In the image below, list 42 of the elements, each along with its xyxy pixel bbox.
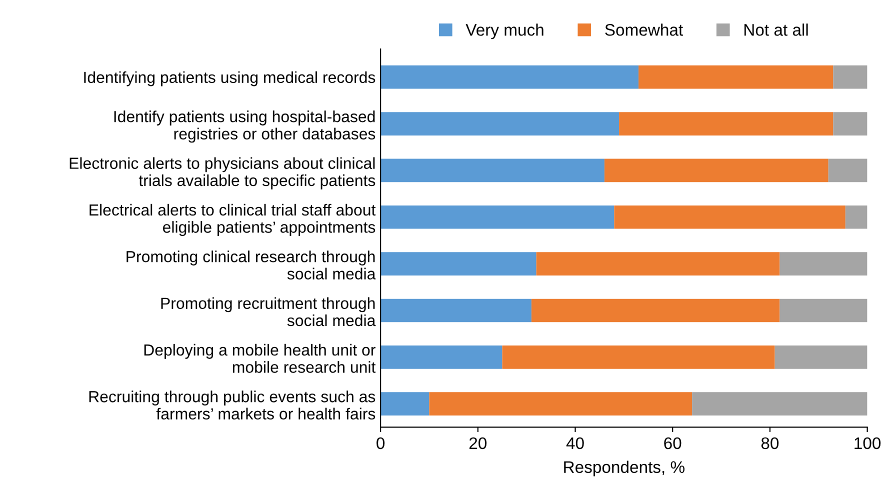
bar [780, 252, 868, 276]
bar [380, 345, 502, 369]
bar [614, 205, 846, 229]
x-tick-label: 0 [376, 437, 385, 450]
bar [828, 158, 868, 182]
x-tick-label: 100 [854, 437, 881, 450]
bar [380, 158, 604, 182]
y-tick-label: Electronic alerts to physicians about clinical trials available to specific patients [70, 157, 376, 190]
y-tick-label: Deploying a mobile health unit or mobile research unit [144, 344, 376, 373]
bar [780, 298, 868, 322]
y-tick-label: Identify patients using hospital-based registries or other databases [114, 110, 376, 143]
x-tick-label: 60 [664, 437, 682, 450]
bar [833, 112, 868, 136]
bar [619, 112, 834, 136]
bar [833, 65, 868, 89]
legend-label: Not at all [744, 24, 808, 36]
bar [692, 392, 868, 416]
y-tick-label: Identifying patients using medical records [84, 71, 376, 86]
bar [380, 65, 639, 89]
x-axis-title: Respondents, % [564, 460, 684, 476]
bar [604, 158, 828, 182]
bar [380, 392, 430, 416]
y-tick-label: Electrical alerts to clinical trial staff about eligible patients’ appointments [90, 204, 376, 236]
bar [380, 252, 536, 276]
x-tick-label: 80 [761, 437, 779, 450]
bar [531, 298, 780, 322]
bar [536, 252, 780, 276]
bar [845, 205, 868, 229]
y-tick-label: Recruiting through public events such as farmers’ markets or health fairs [89, 390, 376, 420]
bar [380, 205, 614, 229]
legend-label: Somewhat [605, 24, 683, 36]
bar [638, 65, 834, 89]
bar [774, 345, 868, 369]
bar [380, 298, 532, 322]
y-tick-label: Promoting clinical research through social media [126, 250, 376, 280]
x-tick-label: 20 [469, 437, 487, 450]
bar [502, 345, 775, 369]
x-tick-label: 40 [566, 437, 584, 450]
bar [380, 112, 620, 136]
legend-label: Very much [466, 24, 544, 40]
bar [429, 392, 692, 416]
y-tick-label: Promoting recruitment through social media [161, 297, 376, 326]
